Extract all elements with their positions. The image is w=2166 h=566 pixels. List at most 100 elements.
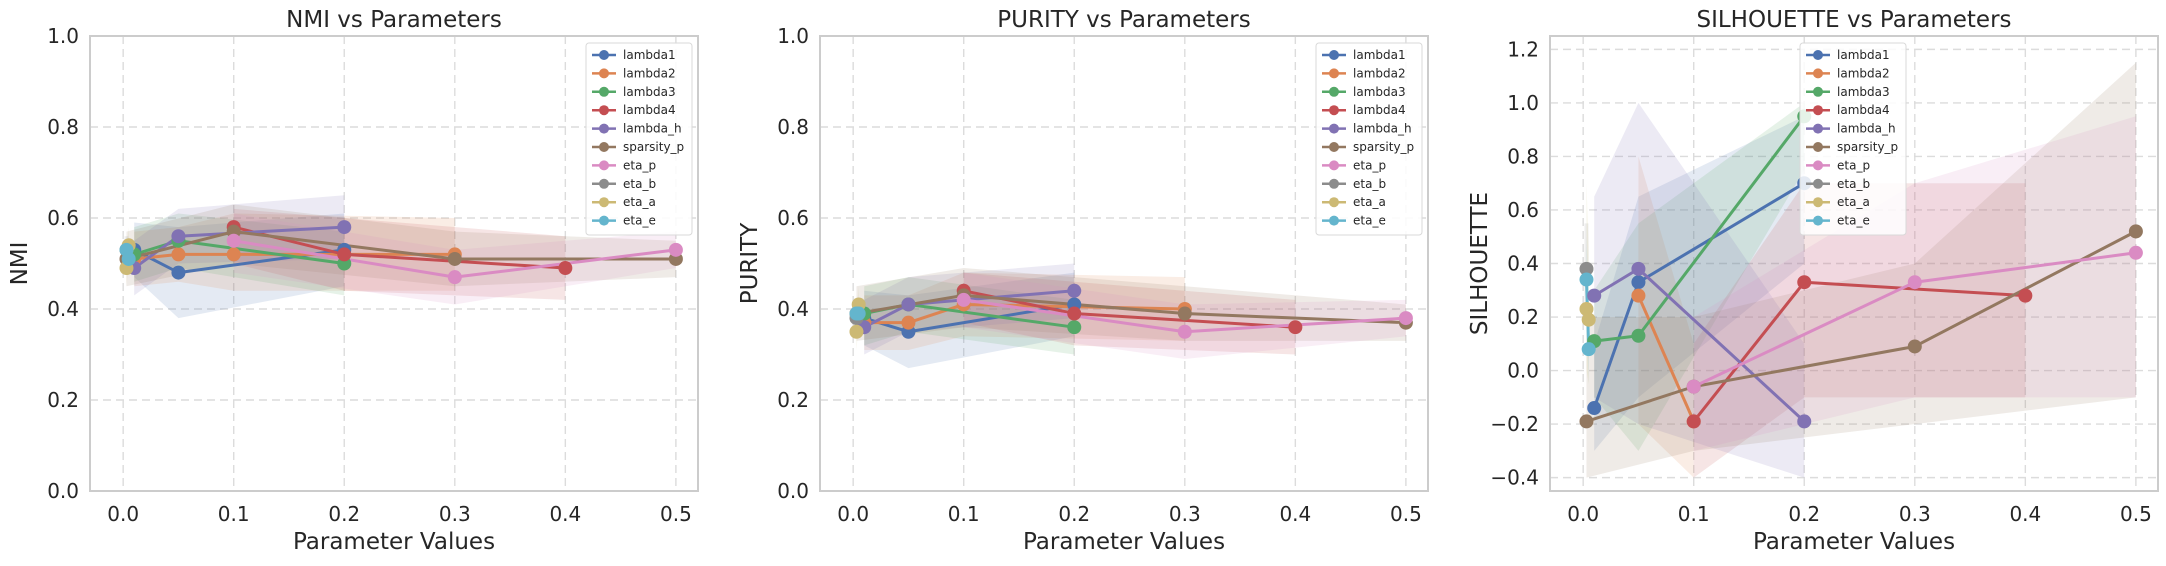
chart-3-point-eta-a-1 — [1579, 302, 1594, 316]
chart-3-point-eta-e-1 — [1579, 272, 1594, 287]
chart-3-y-tick-label: 1.2 — [1507, 37, 1539, 61]
chart-1-legend: lambda1 lambda2 lambda3 lambda4 lambda_hspar… — [585, 42, 693, 236]
chart-2-x-tick-label: 0.0 — [837, 502, 869, 526]
chart-3-x-tick-label: 0.5 — [2120, 502, 2152, 526]
chart-3-legend-label-lambda-h: lambda_h — [1837, 122, 1896, 136]
chart-3-point-lambda2-1 — [1631, 288, 1646, 303]
chart-1-legend-label-sparsity-p: sparsity_p — [623, 140, 684, 154]
chart-2-band-sparsity-p — [856, 268, 1406, 341]
chart-3-point-sparsity-p-1 — [1579, 414, 1594, 429]
chart-2-point-lambda4-3 — [1288, 320, 1303, 335]
chart-1-point-lambda1-2 — [171, 265, 186, 280]
chart-1-legend-marker-lambda2 — [599, 68, 609, 79]
chart-3-x-tick-label: 0.1 — [1678, 502, 1710, 526]
chart-3-legend-marker-lambda3 — [1813, 86, 1823, 97]
chart-1-legend-marker-lambda3 — [599, 86, 609, 97]
chart-2-y-tick-label: 0.2 — [777, 388, 809, 412]
chart-3-point-sparsity-p-4 — [2128, 224, 2143, 239]
chart-1-x-tick-label: 0.4 — [549, 502, 581, 526]
chart-2-point-eta-a-1 — [849, 324, 864, 339]
chart-2-y-tick-label: 0.8 — [777, 115, 809, 139]
chart-3-legend-marker-lambda1 — [1813, 50, 1823, 60]
chart-1-legend-label-lambda3: lambda3 — [623, 85, 676, 99]
chart-1-x-axis-label: Parameter Values — [293, 529, 495, 555]
chart-3-y-tick-label: 0.0 — [1507, 359, 1539, 383]
chart-3-point-eta-p-2 — [1907, 275, 1922, 290]
chart-3-title: SILHOUETTE vs Parameters — [1696, 7, 2011, 33]
chart-2-legend-label-lambda3: lambda3 — [1353, 85, 1406, 99]
chart-3-point-lambda1-1 — [1587, 401, 1602, 416]
chart-1-point-lambda-h-2 — [171, 229, 186, 244]
chart-3-band-lambda3 — [1594, 102, 1805, 451]
chart-2-y-tick-label: 1.0 — [777, 24, 809, 48]
chart-2-band-lambda-h — [864, 263, 1075, 355]
chart-3-legend-marker-eta-p — [1813, 160, 1823, 171]
chart-1-point-lambda2-2 — [171, 247, 186, 262]
chart-2-legend-marker-eta-e — [1329, 215, 1339, 226]
chart-3-legend-label-lambda1: lambda1 — [1837, 48, 1890, 62]
chart-3-legend-marker-sparsity-p — [1813, 142, 1823, 152]
chart-3-legend-label-lambda2: lambda2 — [1837, 66, 1890, 80]
chart-1-legend-marker-eta-a — [599, 197, 609, 208]
chart-2-x-tick-label: 0.3 — [1169, 502, 1201, 526]
chart-3-point-lambda4-3 — [2018, 288, 2033, 303]
chart-1-x-tick-label: 0.1 — [218, 502, 250, 526]
chart-1-legend-marker-lambda-h — [599, 123, 609, 134]
chart-2-legend-label-eta-a: eta_a — [1353, 195, 1386, 209]
chart-2-plot-frame — [819, 35, 1429, 492]
chart-3-point-eta-p-1 — [1686, 379, 1701, 394]
chart-1-x-tick-label: 0.3 — [439, 502, 471, 526]
chart-2-legend-marker-lambda-h — [1329, 123, 1339, 134]
chart-3-x-axis-label: Parameter Values — [1753, 529, 1955, 555]
chart-2-x-axis-label: Parameter Values — [1023, 529, 1225, 555]
chart-3-point-lambda1-2 — [1631, 275, 1646, 290]
chart-3-point-lambda-h-2 — [1631, 261, 1646, 276]
chart-2-point-lambda-h-2 — [901, 297, 916, 312]
chart-2-point-eta-p-3 — [1398, 311, 1413, 326]
chart-1-y-tick-label: 0.4 — [47, 297, 79, 321]
chart-1-y-tick-label: 0.6 — [47, 206, 79, 230]
chart-1-point-lambda4-2 — [337, 247, 352, 262]
chart-3-y-axis-label: SILHOUETTE — [1467, 192, 1493, 335]
chart-1-legend-marker-eta-p — [599, 160, 609, 171]
chart-2-point-lambda2-2 — [901, 315, 916, 330]
chart-3-legend-marker-eta-e — [1813, 215, 1823, 226]
chart-1-legend-label-eta-b: eta_b — [623, 177, 656, 191]
chart-3-point-lambda3-2 — [1631, 328, 1646, 343]
chart-1-point-lambda4-3 — [558, 261, 573, 276]
chart-2-legend-label-eta-p: eta_p — [1353, 158, 1386, 172]
chart-1-point-eta-e-2 — [121, 251, 136, 266]
chart-3-legend-label-lambda3: lambda3 — [1837, 85, 1890, 99]
chart-2-legend-label-eta-e: eta_e — [1353, 214, 1386, 228]
chart-1-y-axis-label: NMI — [7, 242, 33, 286]
chart-3-legend-label-eta-a: eta_a — [1837, 195, 1870, 209]
chart-1-point-sparsity-p-3 — [447, 251, 462, 266]
chart-2-x-tick-label: 0.5 — [1390, 502, 1422, 526]
chart-1-plot-frame — [89, 35, 699, 492]
chart-3-band-lambda1 — [1594, 116, 1805, 451]
chart-3-band-lambda-h — [1594, 102, 1805, 478]
chart-2-y-tick-label: 0.4 — [777, 297, 809, 321]
chart-2-panel: 0.0 0.1 0.2 0.3 0.4 0.5 0.0 0.2 0.4 0.6 0.8 1.0 PURI… — [737, 7, 1429, 555]
chart-1-band-lambda-h — [134, 195, 345, 296]
chart-1-legend-label-lambda2: lambda2 — [623, 66, 676, 80]
chart-2-point-lambda3-3 — [1067, 320, 1082, 335]
chart-2-legend-marker-sparsity-p — [1329, 142, 1339, 152]
chart-1-point-eta-p-1 — [226, 233, 241, 248]
chart-3-plot-frame — [1549, 35, 2159, 492]
chart-2-legend-marker-eta-p — [1329, 160, 1339, 171]
chart-3-point-eta-p-3 — [2128, 245, 2143, 260]
chart-3-y-tick-label: 1.0 — [1507, 91, 1539, 115]
chart-1-legend-label-eta-p: eta_p — [623, 158, 656, 172]
chart-1-title: NMI vs Parameters — [286, 7, 502, 33]
chart-3-legend-marker-lambda-h — [1813, 123, 1823, 134]
chart-1-x-tick-label: 0.2 — [328, 502, 360, 526]
chart-1-legend-marker-lambda1 — [599, 50, 609, 60]
chart-2-point-lambda-h-3 — [1067, 283, 1082, 298]
chart-3-y-tick-label: 0.6 — [1507, 198, 1539, 222]
chart-2-legend-marker-lambda4 — [1329, 105, 1339, 116]
chart-2-point-sparsity-p-3 — [1177, 306, 1192, 321]
chart-1-legend-marker-eta-e — [599, 215, 609, 226]
chart-1-x-tick-label: 0.5 — [660, 502, 692, 526]
